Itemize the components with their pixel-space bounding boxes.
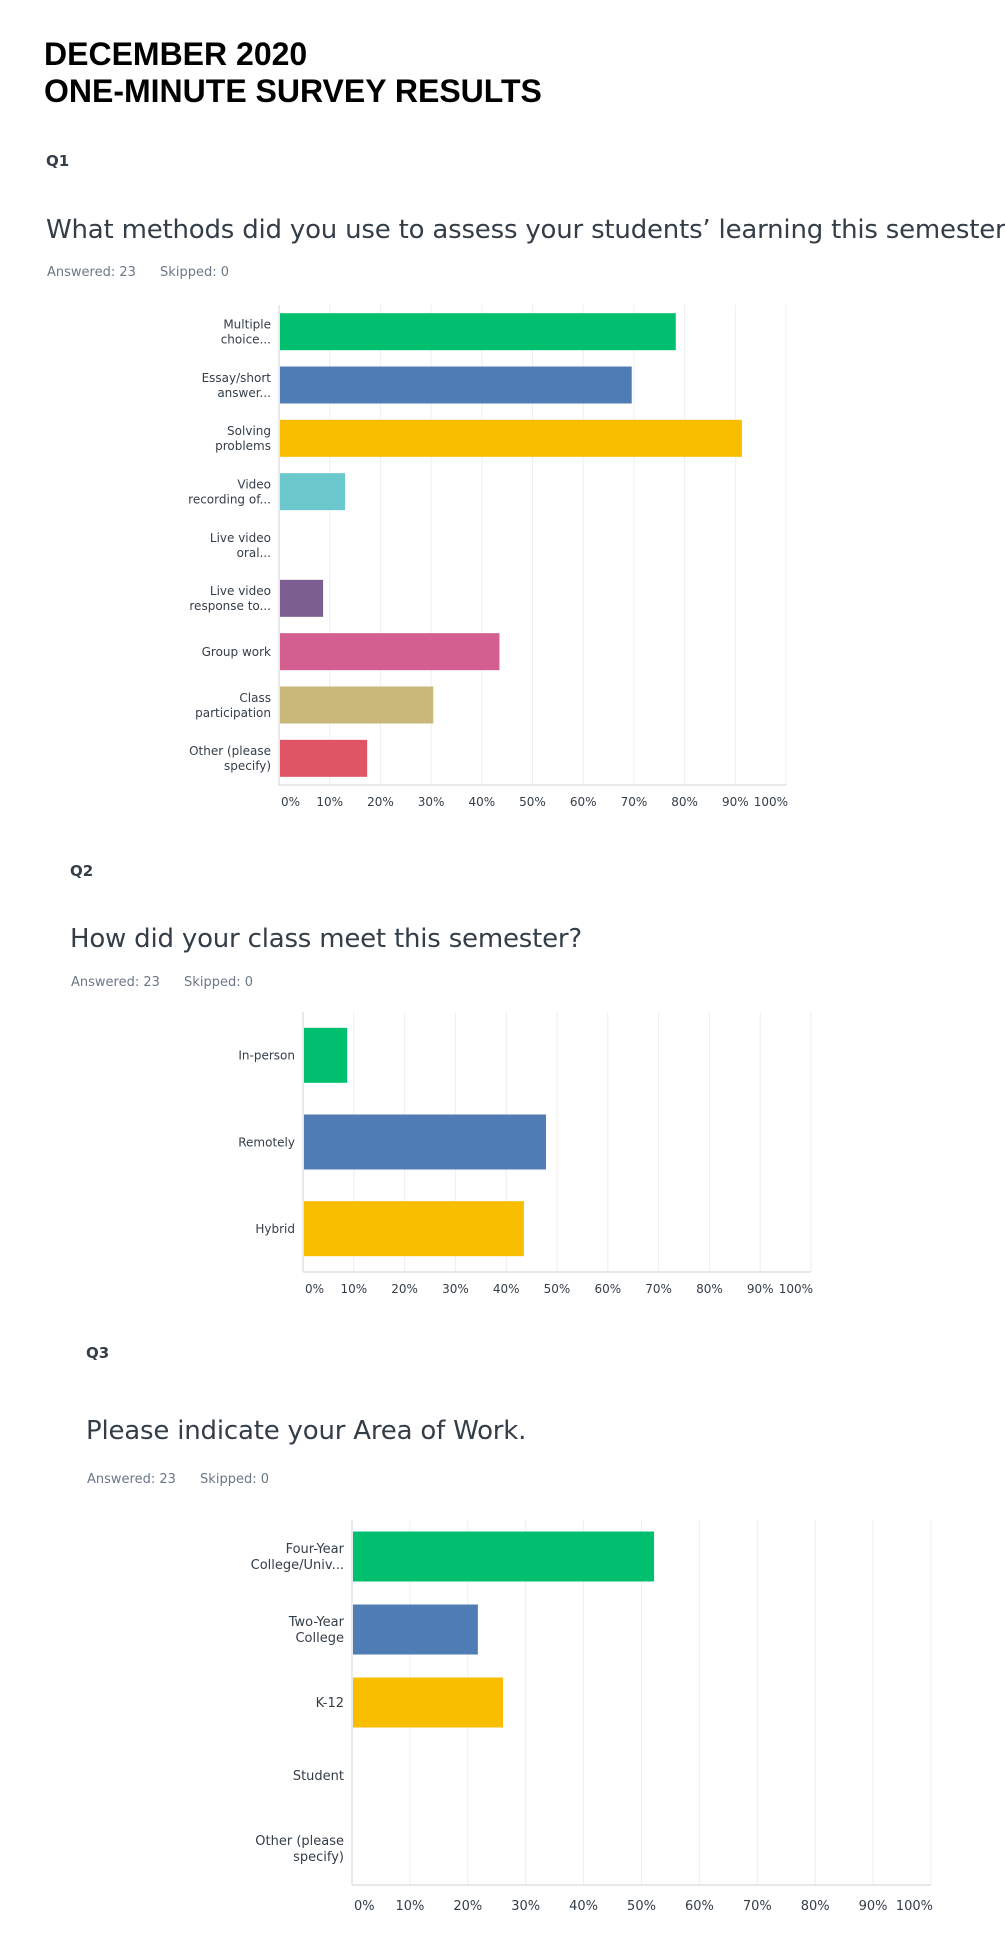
tick-label: 20% (367, 795, 394, 809)
category-label: Live video response to... (189, 584, 271, 613)
bar (353, 1531, 655, 1582)
category-label: Hybrid (255, 1222, 295, 1236)
question-text: How did your class meet this semester? (70, 924, 582, 954)
tick-label: 10% (340, 1282, 367, 1296)
category-label: Four-Year College/Univ... (251, 1542, 345, 1573)
tick-label: 80% (671, 795, 698, 809)
tick-label: 60% (594, 1282, 621, 1296)
bar (280, 419, 742, 457)
bar (304, 1114, 546, 1170)
page-title-line-2: ONE-MINUTE SURVEY RESULTS (44, 73, 542, 109)
category-label: Student (293, 1769, 344, 1784)
category-label: Two-Year College (288, 1615, 345, 1646)
question-text: What methods did you use to assess your … (46, 215, 1005, 245)
tick-label: 90% (859, 1899, 888, 1914)
tick-label: 40% (569, 1899, 598, 1914)
bar (280, 366, 632, 404)
tick-label: 80% (696, 1282, 723, 1296)
tick-label: 30% (442, 1282, 469, 1296)
tick-label: 70% (743, 1899, 772, 1914)
response-stats: Answered: 23 Skipped: 0 (71, 975, 273, 990)
bar (280, 739, 368, 777)
tick-label: 40% (468, 795, 495, 809)
response-stats: Answered: 23 Skipped: 0 (87, 1472, 289, 1487)
category-label: Solving problems (215, 424, 271, 453)
question-number: Q1 (46, 152, 70, 170)
bar (280, 686, 434, 724)
tick-label: 0% (354, 1899, 375, 1914)
category-label: Group work (202, 645, 271, 659)
tick-label: 90% (722, 795, 749, 809)
tick-label: 60% (570, 795, 597, 809)
tick-label: 100% (754, 795, 788, 809)
tick-label: 20% (453, 1899, 482, 1914)
tick-label: 10% (316, 795, 343, 809)
tick-label: 50% (627, 1899, 656, 1914)
skipped-count: Skipped: 0 (160, 265, 229, 280)
skipped-count: Skipped: 0 (200, 1472, 269, 1487)
tick-label: 50% (544, 1282, 571, 1296)
category-label: Remotely (238, 1135, 295, 1149)
tick-label: 30% (511, 1899, 540, 1914)
bar (304, 1027, 348, 1083)
bar (353, 1604, 478, 1655)
page-title: DECEMBER 2020 ONE-MINUTE SURVEY RESULTS (44, 36, 542, 110)
category-label: Class participation (195, 691, 271, 720)
category-label: Live video oral... (210, 531, 271, 560)
tick-label: 0% (305, 1282, 324, 1296)
bar (280, 579, 324, 617)
tick-label: 80% (801, 1899, 830, 1914)
tick-label: 40% (493, 1282, 520, 1296)
tick-label: 10% (395, 1899, 424, 1914)
question-number: Q3 (86, 1344, 110, 1362)
bar (280, 313, 676, 351)
category-label: Multiple choice... (221, 317, 271, 346)
tick-label: 30% (418, 795, 445, 809)
tick-label: 100% (896, 1899, 933, 1914)
tick-label: 70% (645, 1282, 672, 1296)
tick-label: 60% (685, 1899, 714, 1914)
category-label: Other (please specify) (189, 744, 271, 773)
category-label: Other (please specify) (255, 1834, 344, 1865)
bar (353, 1677, 504, 1728)
tick-label: 100% (779, 1282, 813, 1296)
category-label: K-12 (316, 1696, 344, 1711)
answered-count: Answered: 23 (71, 975, 160, 990)
tick-label: 50% (519, 795, 546, 809)
category-label: Video recording of... (188, 477, 271, 506)
bar (280, 473, 346, 511)
answered-count: Answered: 23 (87, 1472, 176, 1487)
skipped-count: Skipped: 0 (184, 975, 253, 990)
response-stats: Answered: 23 Skipped: 0 (47, 265, 249, 280)
answered-count: Answered: 23 (47, 265, 136, 280)
tick-label: 90% (747, 1282, 774, 1296)
question-text: Please indicate your Area of Work. (86, 1416, 527, 1446)
bar (304, 1201, 524, 1257)
category-label: In-person (238, 1049, 295, 1063)
tick-label: 20% (391, 1282, 418, 1296)
tick-label: 0% (281, 795, 300, 809)
category-label: Essay/short answer... (202, 371, 272, 400)
page-title-line-1: DECEMBER 2020 (44, 36, 308, 72)
question-number: Q2 (70, 862, 94, 880)
bar (280, 633, 500, 671)
tick-label: 70% (621, 795, 648, 809)
